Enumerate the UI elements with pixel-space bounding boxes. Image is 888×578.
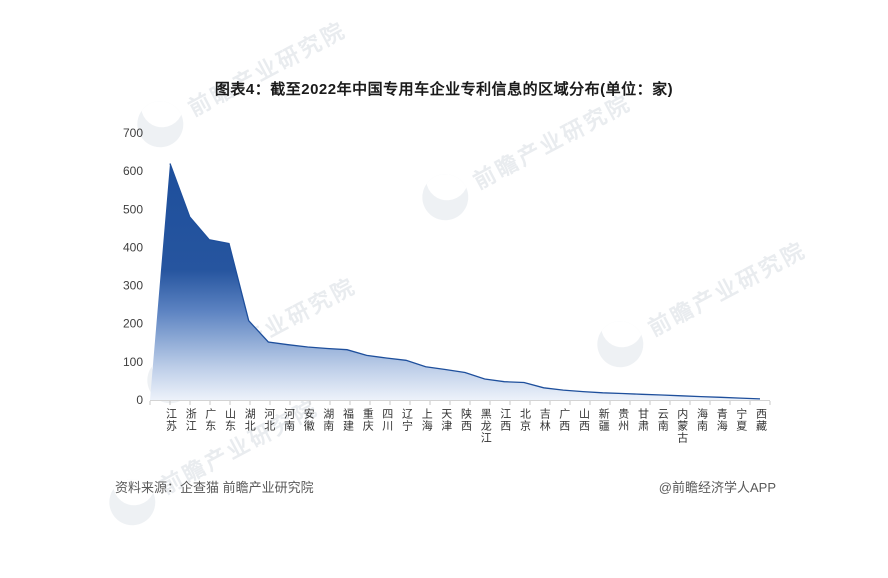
source-note: 资料来源：企查猫 前瞻产业研究院 xyxy=(115,480,314,495)
chart-title: 图表4：截至2022年中国专用车企业专利信息的区域分布(单位：家) xyxy=(214,81,674,98)
area-top-line xyxy=(169,163,761,400)
y-axis-tick-label: 300 xyxy=(123,279,143,293)
y-axis-tick-label: 700 xyxy=(123,126,143,140)
y-axis-tick-label: 400 xyxy=(123,240,143,254)
y-axis-tick-label: 100 xyxy=(123,355,143,369)
area-fill xyxy=(150,163,760,400)
y-axis-tick-label: 200 xyxy=(123,317,143,331)
y-axis-tick-label: 500 xyxy=(123,202,143,216)
y-axis-tick-label: 600 xyxy=(123,164,143,178)
y-axis-tick-label: 0 xyxy=(136,393,143,407)
credit: @前瞻经济学人APP xyxy=(658,480,776,495)
